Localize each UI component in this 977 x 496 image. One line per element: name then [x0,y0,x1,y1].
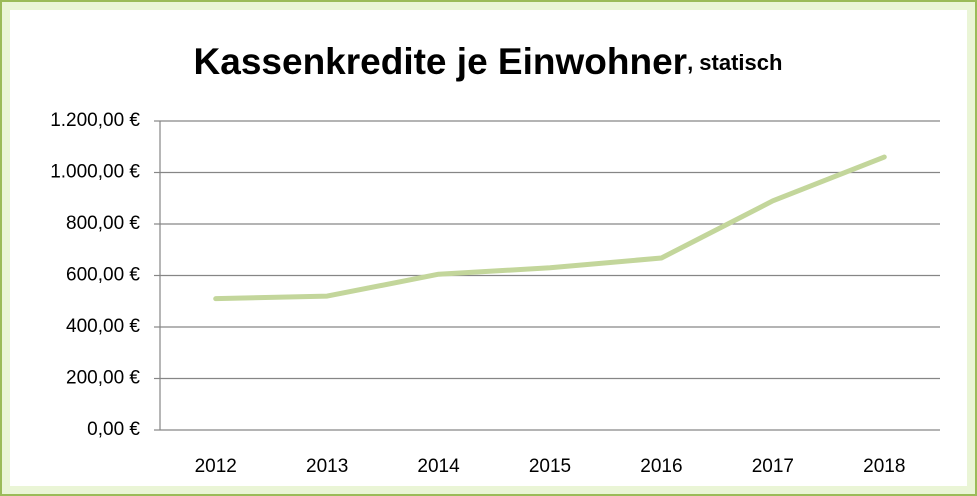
y-tick-label: 400,00 € [66,316,140,337]
x-tick-label: 2014 [417,456,460,477]
y-tick-label: 800,00 € [66,213,140,234]
x-tick-label: 2016 [640,456,682,477]
x-tick-label: 2013 [306,456,348,477]
chart-area [10,10,967,486]
chart-subtitle: , statisch [687,50,782,75]
chart-title: Kassenkredite je Einwohner [194,41,688,82]
x-tick-label: 2012 [195,456,237,477]
y-tick-label: 600,00 € [66,265,140,286]
y-tick-label: 1.200,00 € [50,110,140,131]
y-tick-label: 200,00 € [66,368,140,389]
x-tick-label: 2018 [863,456,905,477]
y-tick-label: 0,00 € [87,419,140,440]
y-tick-label: 1.000,00 € [50,162,140,183]
x-tick-label: 2015 [529,456,571,477]
chart-title-group: Kassenkredite je Einwohner, statisch [194,41,783,82]
line-series [213,154,887,302]
x-tick-label: 2017 [752,456,794,477]
